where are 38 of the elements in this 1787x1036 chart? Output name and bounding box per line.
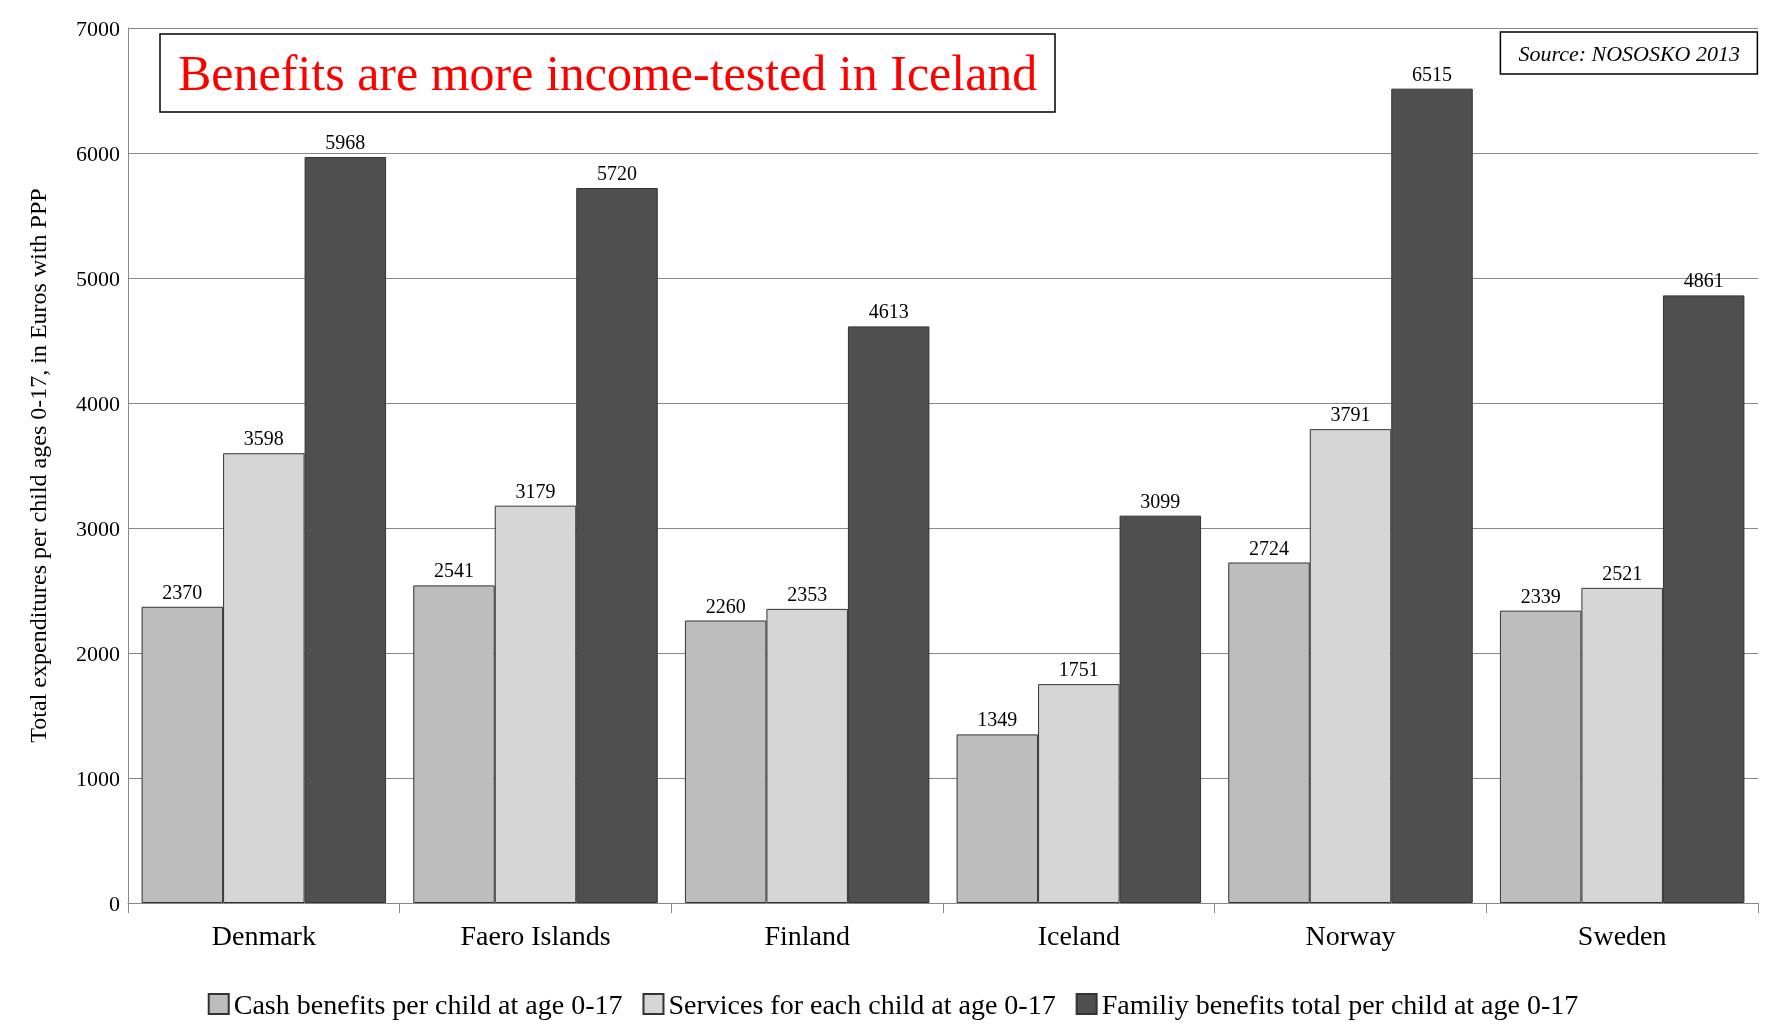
data-label: 6515 (1412, 62, 1452, 85)
y-tick-label: 7000 (76, 15, 120, 41)
data-label: 1751 (1058, 658, 1099, 681)
x-tick-label: Faero Islands (460, 919, 611, 951)
y-tick-label: 2000 (76, 640, 120, 666)
data-label: 2370 (162, 580, 203, 603)
x-tick-label: Denmark (211, 919, 316, 951)
x-tick-label: Norway (1305, 919, 1396, 951)
data-label: 5968 (325, 131, 366, 153)
y-tick-label: 3000 (76, 515, 120, 541)
y-tick-label: 4000 (76, 390, 120, 416)
annotation: Source: NOSOSKO 2013 (1518, 40, 1741, 66)
legend-label: Familiy benefits total per child at age 0-17 (1101, 988, 1579, 1020)
y-tick-label: 1000 (76, 765, 120, 791)
data-label: 4613 (868, 300, 909, 323)
x-tick-label: Iceland (1037, 919, 1121, 951)
legend-label: Services for each child at age 0-17 (668, 988, 1056, 1020)
y-axis-title: Total expenditures per child ages 0-17, in Euros with PPP (25, 188, 51, 743)
y-tick-label: 6000 (76, 140, 120, 166)
data-label: 5720 (597, 162, 637, 184)
data-label: 1349 (977, 708, 1018, 731)
y-tick-label: 5000 (76, 265, 120, 291)
data-label: 3598 (243, 427, 284, 450)
chart-title: Benefits are more income-tested in Iceland (178, 45, 1038, 101)
data-label: 3099 (1140, 489, 1181, 512)
data-label: 2353 (787, 582, 828, 605)
data-label: 2541 (434, 559, 474, 582)
data-label: 3791 (1330, 403, 1371, 426)
x-tick-label: Finland (764, 919, 850, 951)
data-label: 4861 (1683, 269, 1724, 292)
legend-label: Cash benefits per child at age 0-17 (233, 988, 623, 1020)
y-tick-label: 0 (109, 890, 120, 916)
data-label: 2724 (1249, 536, 1289, 559)
x-tick-label: Sweden (1577, 919, 1667, 951)
data-label: 2260 (705, 594, 746, 617)
data-label: 2339 (1520, 584, 1561, 607)
data-label: 3179 (515, 479, 556, 502)
data-label: 2521 (1602, 561, 1643, 584)
